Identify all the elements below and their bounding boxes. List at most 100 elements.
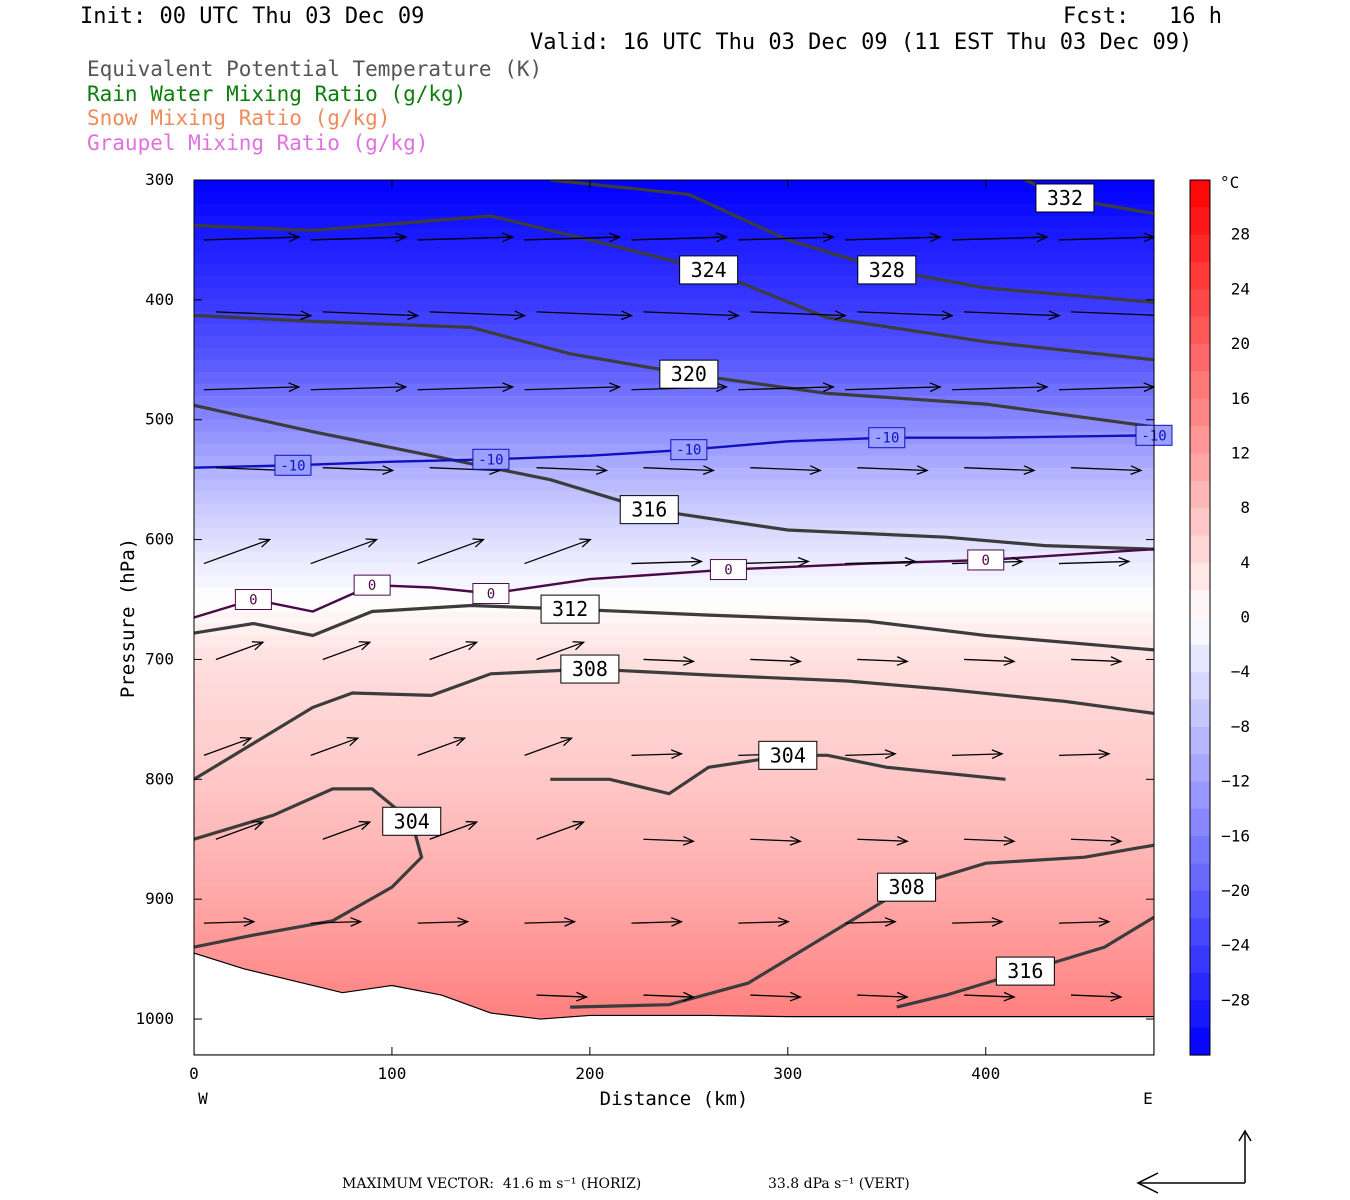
temperature-band [194, 191, 1154, 205]
temperature-band [194, 539, 1154, 553]
wind-vector [738, 232, 835, 243]
wind-vector [738, 917, 790, 927]
temperature-band [194, 863, 1154, 876]
isotherm-label--10: -10 [868, 427, 906, 449]
y-axis-label: Pressure (hPa) [117, 538, 139, 698]
wind-vector [964, 310, 1061, 321]
svg-text:308: 308 [889, 875, 925, 899]
svg-text:-10: -10 [478, 452, 503, 468]
colorbar-tick-label: −24 [1221, 936, 1250, 955]
colorbar-segment [1190, 234, 1210, 263]
temperature-band [194, 479, 1154, 493]
temperature-band [194, 851, 1154, 864]
wind-vector [643, 835, 696, 846]
svg-text:0: 0 [487, 587, 495, 603]
wind-vector [524, 232, 622, 243]
colorbar-tick-label: −8 [1231, 717, 1250, 736]
colorbar-tick-label: 8 [1240, 498, 1250, 517]
colorbar: °C 28 24 20 16 12 8 4 0 −4 −8 −12 −16 −20 −24 −28 [1189, 173, 1250, 1056]
wind-vectors [203, 232, 1154, 1002]
wind-vector [845, 917, 897, 927]
colorbar-segment [1190, 918, 1210, 947]
wind-vector [215, 820, 265, 840]
temperature-band [194, 683, 1154, 697]
colorbar-segment [1190, 207, 1210, 236]
temperature-band [194, 215, 1154, 229]
wind-vector [738, 556, 810, 567]
wind-vector [1070, 311, 1154, 316]
colorbar-segment [1190, 972, 1210, 1001]
colorbar-tick-label: 0 [1240, 608, 1250, 627]
reference-vector [1136, 1129, 1252, 1194]
wind-vector [536, 310, 634, 321]
theta-e-contour-324 [194, 214, 1154, 362]
wind-vector [964, 465, 1036, 475]
wind-vector [536, 820, 586, 840]
svg-text:-10: -10 [280, 458, 305, 474]
temperature-band [194, 467, 1154, 481]
svg-text:0: 0 [982, 553, 990, 569]
colorbar-segment [1190, 672, 1210, 701]
wind-vector [215, 641, 265, 661]
colorbar-segment [1190, 699, 1210, 728]
wind-vector [952, 382, 1049, 393]
colorbar-segment [1190, 508, 1210, 537]
temperature-band [194, 923, 1154, 936]
wind-vector [631, 556, 704, 567]
wind-vector [750, 991, 802, 1002]
y-tick-label: 900 [145, 889, 174, 908]
wind-vector [310, 538, 379, 565]
svg-text:324: 324 [691, 258, 727, 282]
colorbar-tick-label: −16 [1221, 826, 1250, 845]
svg-text:312: 312 [552, 597, 588, 621]
temperature-band [194, 767, 1154, 780]
max-vector-horiz: MAXIMUM VECTOR: 41.6 m s⁻¹ (HORIZ) [342, 1176, 642, 1192]
svg-text:320: 320 [671, 362, 707, 386]
wind-vector [1070, 465, 1143, 475]
colorbar-tick-label: 16 [1231, 389, 1250, 408]
contour-label-312: 312 [540, 594, 600, 624]
colorbar-segment [1190, 398, 1210, 427]
init-time: Init: 00 UTC Thu 03 Dec 09 [80, 4, 425, 29]
contour-label-316: 316 [995, 956, 1055, 986]
colorbar-segment [1190, 344, 1210, 373]
wind-vector [1070, 991, 1123, 1002]
temperature-band [194, 815, 1154, 828]
temperature-band [194, 875, 1154, 888]
contour-label-320: 320 [659, 359, 719, 389]
wind-vector [322, 310, 420, 321]
temperature-band [194, 587, 1154, 601]
wind-vector [750, 656, 802, 666]
contour-label-332: 332 [1035, 183, 1095, 213]
temperature-band [194, 719, 1154, 732]
colorbar-segment [1190, 426, 1210, 455]
wind-vector [310, 232, 408, 243]
temperature-band [194, 935, 1154, 948]
colorbar-tick-label: −28 [1221, 990, 1250, 1009]
temperature-band [194, 347, 1154, 361]
colorbar-segment [1190, 180, 1210, 208]
temperature-band [194, 431, 1154, 445]
colorbar-segment [1190, 1000, 1210, 1029]
terrain-mask [194, 952, 1154, 1055]
temperature-band [194, 203, 1154, 217]
x-tick-label: 400 [971, 1064, 1000, 1083]
wind-vector [417, 382, 515, 393]
isotherm-label--10: -10 [670, 439, 708, 461]
temperature-band [194, 407, 1154, 421]
contour-label-308: 308 [877, 872, 937, 902]
contour-label-308: 308 [560, 654, 620, 684]
temperature-band [194, 899, 1154, 912]
y-tick-label: 1000 [135, 1009, 174, 1028]
y-tick-label: 800 [145, 769, 174, 788]
wind-vector [750, 310, 847, 321]
wind-vector [429, 820, 479, 840]
wind-vector [952, 232, 1049, 243]
colorbar-segment [1190, 863, 1210, 892]
temperature-band [194, 731, 1154, 744]
wind-vector [964, 835, 1016, 846]
x-tick-label: 100 [377, 1064, 406, 1083]
contour-label-304: 304 [382, 806, 442, 836]
svg-text:328: 328 [869, 258, 905, 282]
